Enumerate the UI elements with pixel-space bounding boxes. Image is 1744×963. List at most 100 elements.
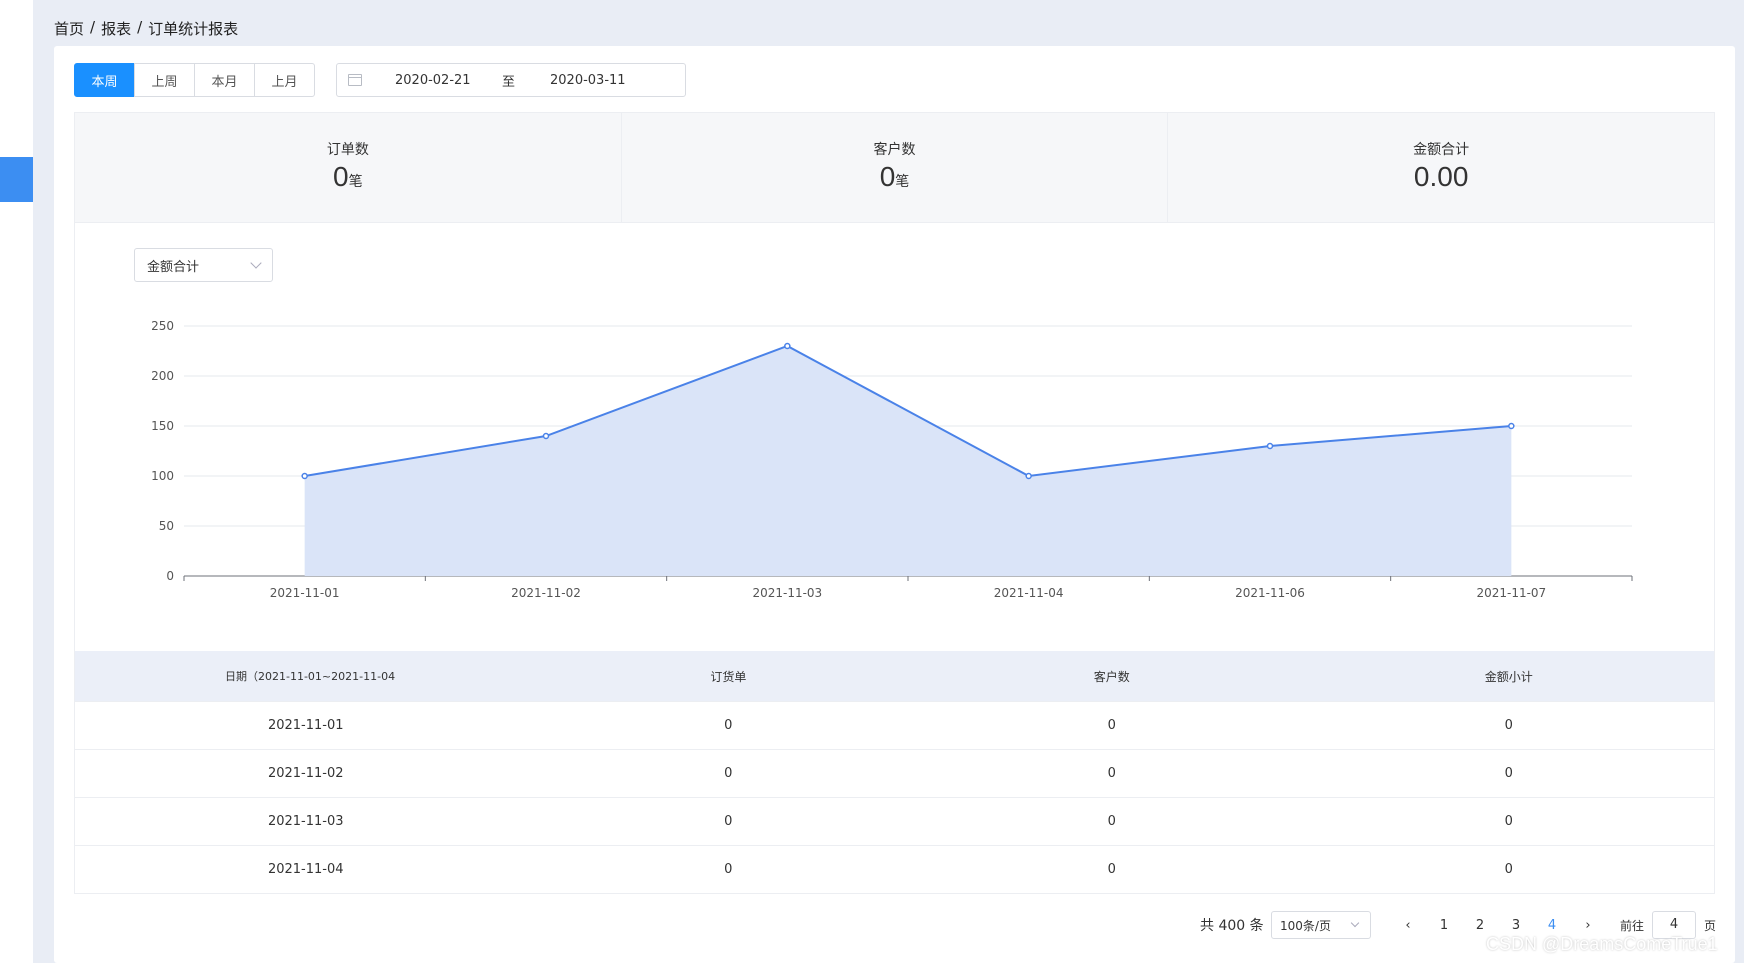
header-customers: 客户数 [1093,669,1130,684]
stat-unit: 笔 [895,173,910,189]
series-area [304,346,1512,576]
pagination-pages: ‹ 1 2 3 4 › [1390,911,1606,939]
next-page-button[interactable]: › [1585,917,1591,933]
date-range-separator: 至 [502,74,516,90]
chevron-down-icon [250,257,262,269]
x-tick-label: 2021-11-07 [1476,586,1546,600]
page-3-button[interactable]: 3 [1511,917,1521,933]
date-range-start[interactable]: 2020-02-21 [395,72,471,88]
prev-page-button[interactable]: ‹ [1405,917,1411,933]
table-row: 2021-11-02 0 0 0 [75,749,1714,797]
sidebar [0,0,33,963]
header-amount: 金额小计 [1484,669,1533,684]
page-2-button[interactable]: 2 [1475,917,1485,933]
chevron-down-icon [1350,918,1360,928]
y-tick-label: 250 [151,319,174,333]
page-1-button[interactable]: 1 [1439,917,1449,933]
breadcrumb-separator: / [90,18,96,36]
goto-page-input[interactable]: 4 [1652,911,1697,939]
stat-order-count: 订单数 0笔 [75,113,622,222]
period-last-month-button[interactable]: 上月 [254,63,315,97]
data-point [1266,442,1274,450]
watermark: CSDN @DreamsComeTrue1 [1486,934,1718,954]
page-size-value: 100条/页 [1280,918,1331,933]
date-range-picker[interactable]: 2020-02-21 至 2020-03-11 [336,63,686,97]
y-tick-label: 100 [151,469,174,483]
y-tick-label: 200 [151,369,174,383]
data-point [784,342,791,350]
data-point [1025,472,1032,480]
date-range-end[interactable]: 2020-03-11 [550,72,626,88]
cell-amount: 0 [1504,766,1513,781]
x-tick-label: 2021-11-06 [1235,586,1305,600]
cell-customers: 0 [1107,766,1116,781]
stat-customer-count: 客户数 0笔 [622,113,1169,222]
stat-number: 0 [879,161,896,192]
metric-select[interactable]: 金额合计 [134,248,273,282]
breadcrumb-separator: / [137,18,143,36]
x-tick-label: 2021-11-04 [994,586,1064,600]
table-row: 2021-11-04 0 0 0 [75,845,1714,893]
x-tick-label: 2021-11-03 [752,586,822,600]
stat-number: 0 [333,161,349,192]
cell-date: 2021-11-01 [267,718,344,733]
series-line [304,344,1512,478]
sidebar-active-item[interactable] [0,157,33,202]
cell-customers: 0 [1107,718,1116,733]
table-header: 日期（2021-11-01~2021-11-04 订货单 客户数 金额小计 [75,651,1714,701]
cell-orders: 0 [724,862,733,877]
stat-number: 0.00 [1413,161,1469,192]
stat-value: 0笔 [880,161,910,193]
breadcrumb: 首页 / 报表 / 订单统计报表 [54,18,238,39]
y-tick-label: 50 [159,519,174,533]
period-button-group: 本周 上周 本月 上月 [74,63,315,97]
page-4-button[interactable]: 4 [1547,917,1557,933]
pagination-total: 共 400 条 [1200,918,1264,934]
period-this-month-button[interactable]: 本月 [194,63,255,97]
cell-customers: 0 [1107,814,1116,829]
cell-customers: 0 [1107,862,1116,877]
cell-amount: 0 [1504,718,1513,733]
stat-value: 0.00 [1414,161,1469,193]
stat-value: 0笔 [333,161,363,193]
cell-date: 2021-11-02 [267,766,344,781]
cell-orders: 0 [724,814,733,829]
breadcrumb-home[interactable]: 首页 [54,20,85,38]
x-tick-label: 2021-11-01 [270,586,340,600]
stat-label: 客户数 [873,142,916,158]
area-chart: 0 50 100 150 200 250 2021-11-01 2021-11-02 2021-… [151,319,1633,600]
cell-amount: 0 [1504,814,1513,829]
stat-amount-total: 金额合计 0.00 [1168,113,1714,222]
goto-suffix: 页 [1704,918,1717,933]
page-size-select[interactable]: 100条/页 [1271,911,1371,939]
table-row: 2021-11-01 0 0 0 [75,701,1714,749]
table-row: 2021-11-03 0 0 0 [75,797,1714,845]
breadcrumb-reports[interactable]: 报表 [101,20,132,38]
goto-label: 前往 [1620,918,1645,933]
chart-panel [74,223,1715,651]
data-point [1508,422,1515,430]
header-date: 日期（2021-11-01~2021-11-04 [225,670,396,683]
period-last-week-button[interactable]: 上周 [134,63,195,97]
stat-label: 订单数 [326,142,369,158]
period-this-week-button[interactable]: 本周 [74,63,135,97]
breadcrumb-current: 订单统计报表 [148,20,239,38]
data-point [301,472,308,480]
cell-date: 2021-11-04 [267,862,344,877]
cell-date: 2021-11-03 [267,814,344,829]
data-table: 日期（2021-11-01~2021-11-04 订货单 客户数 金额小计 20… [74,651,1715,894]
stat-unit: 笔 [348,173,363,189]
y-tick-label: 150 [151,419,174,433]
y-tick-label: 0 [166,569,174,583]
cell-orders: 0 [724,766,733,781]
data-point [542,432,550,440]
calendar-icon [348,74,362,86]
x-tick-label: 2021-11-02 [511,586,581,600]
metric-select-value: 金额合计 [147,259,200,275]
stats-summary: 订单数 0笔 客户数 0笔 金额合计 0.00 [74,112,1715,223]
pagination-goto: 前往 4 页 [1620,911,1716,939]
stat-label: 金额合计 [1413,142,1470,158]
cell-amount: 0 [1504,862,1513,877]
cell-orders: 0 [724,718,733,733]
header-orders: 订货单 [710,669,747,684]
